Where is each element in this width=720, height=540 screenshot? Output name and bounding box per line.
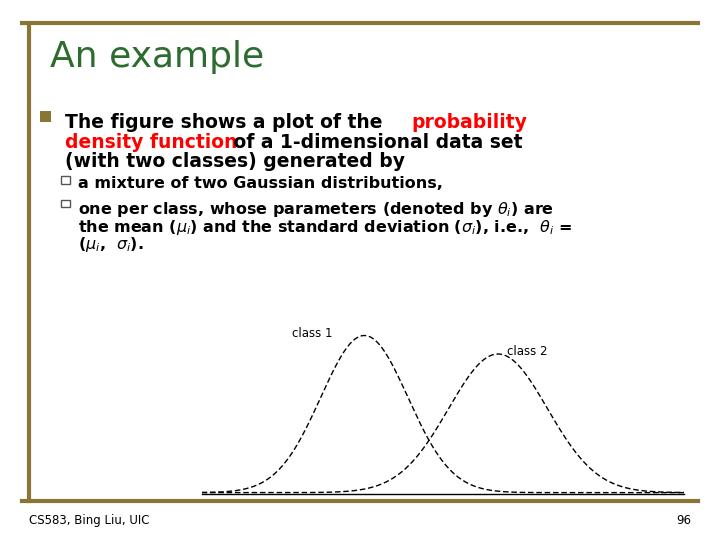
Text: CS583, Bing Liu, UIC: CS583, Bing Liu, UIC [29,514,149,527]
Text: one per class, whose parameters (denoted by $\theta_i$) are: one per class, whose parameters (denoted… [78,200,554,219]
FancyBboxPatch shape [61,200,70,207]
Text: (with two classes) generated by: (with two classes) generated by [65,152,405,171]
Text: probability: probability [412,113,528,132]
Text: The figure shows a plot of the: The figure shows a plot of the [65,113,389,132]
Text: a mixture of two Gaussian distributions,: a mixture of two Gaussian distributions, [78,176,443,191]
Bar [40,111,51,122]
Text: class 2: class 2 [507,345,547,358]
Text: 96: 96 [676,514,691,527]
Text: An example: An example [50,40,264,75]
Text: class 1: class 1 [292,327,333,340]
Text: density function: density function [65,133,237,152]
Text: the mean ($\mu_i$) and the standard deviation ($\sigma_i$), i.e.,  $\theta_i$ =: the mean ($\mu_i$) and the standard devi… [78,218,572,237]
Text: ($\mu_i$,  $\sigma_i$).: ($\mu_i$, $\sigma_i$). [78,235,143,254]
FancyBboxPatch shape [61,176,70,184]
Text: of a 1-dimensional data set: of a 1-dimensional data set [227,133,522,152]
